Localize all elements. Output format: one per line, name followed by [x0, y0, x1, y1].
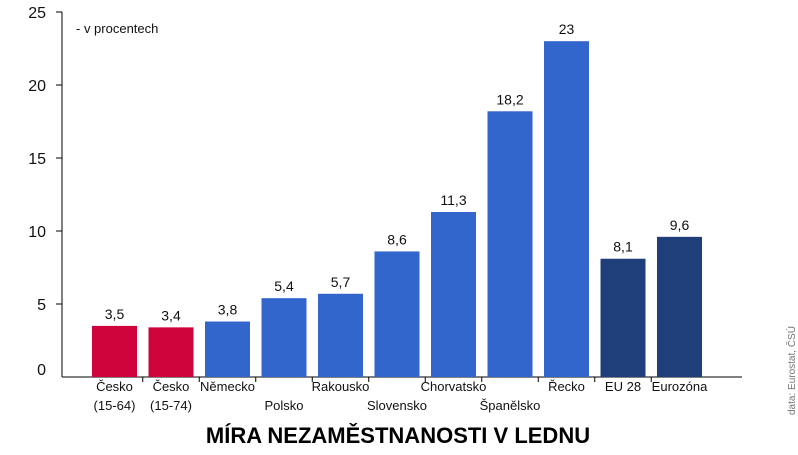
bar — [318, 293, 363, 377]
chart-title: MÍRA NEZAMĚSTNANOSTI V LEDNU — [206, 423, 590, 448]
data-label: 5,7 — [331, 274, 351, 290]
category-label: Chorvatsko — [421, 379, 487, 394]
unit-note: - v procentech — [76, 21, 158, 36]
category-label: Slovensko — [367, 398, 427, 413]
bar — [148, 327, 194, 377]
source-note: data: Eurostat, ČSÚ — [785, 326, 798, 415]
y-tick-label: 15 — [28, 151, 46, 168]
bar — [544, 41, 589, 377]
y-tick-label: 10 — [28, 224, 46, 241]
bar — [92, 325, 137, 377]
category-label: EU 28 — [605, 379, 641, 394]
bar — [374, 251, 420, 377]
data-label: 11,3 — [440, 192, 466, 208]
data-label: 18,2 — [496, 91, 523, 107]
category-label: Česko — [96, 379, 133, 394]
category-label: Polsko — [264, 398, 303, 413]
category-label: Řecko — [548, 379, 585, 394]
data-label: 3,5 — [105, 306, 125, 322]
category-label: Německo — [200, 379, 255, 394]
y-tick-label: 0 — [37, 362, 46, 379]
bar — [431, 212, 476, 377]
category-label: Eurozóna — [652, 379, 708, 394]
y-tick-label: 25 — [28, 5, 46, 22]
bar — [487, 111, 533, 377]
y-tick-label: 5 — [37, 297, 46, 314]
data-label: 3,4 — [161, 307, 181, 323]
category-label: Španělsko — [480, 398, 541, 413]
data-label: 9,6 — [670, 217, 690, 233]
labels: 3,5 Česko (15-64) 3,4 Česko (15-74) 3,8 Německo… — [94, 21, 709, 413]
bar — [205, 321, 250, 377]
bar — [657, 236, 702, 377]
data-label: 3,8 — [218, 302, 238, 318]
bar — [261, 298, 307, 377]
y-tick-label: 20 — [28, 78, 46, 95]
data-label: 23 — [559, 21, 575, 37]
bar — [600, 258, 646, 377]
category-label: (15-64) — [94, 398, 136, 413]
bars — [92, 41, 702, 377]
category-label: Rakousko — [312, 379, 370, 394]
data-label: 8,1 — [613, 239, 633, 255]
category-label: (15-74) — [150, 398, 192, 413]
category-label: Česko — [153, 379, 190, 394]
data-label: 8,6 — [387, 231, 407, 247]
data-label: 5,4 — [274, 278, 294, 294]
